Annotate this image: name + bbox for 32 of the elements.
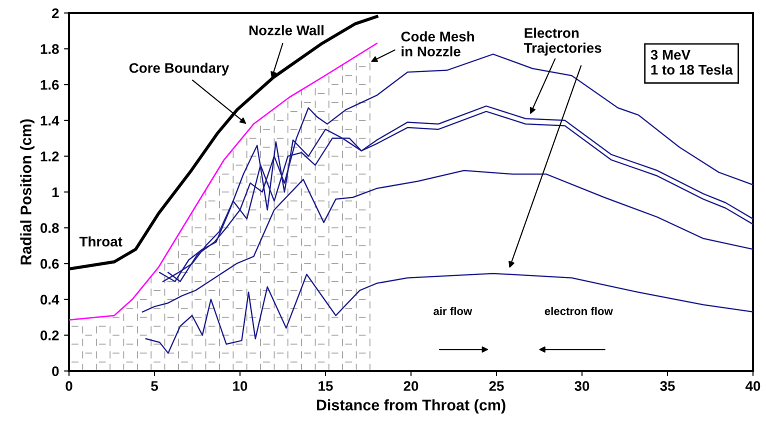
x-tick-label: 5 (151, 381, 158, 391)
y-tick-label: 0.2 (40, 330, 59, 340)
x-tick-label: 0 (66, 381, 72, 391)
y-tick-label: 1.6 (40, 80, 59, 90)
x-tick-label: 15 (318, 381, 333, 391)
y-tick-label: 0.8 (40, 223, 59, 233)
x-axis-title: Distance from Throat (cm) (316, 399, 506, 414)
y-tick-label: 1.2 (40, 152, 59, 162)
y-tick-label: 0 (52, 366, 59, 376)
annotation: air flow (434, 306, 472, 316)
y-tick-label: 0.6 (40, 258, 59, 269)
line-series (69, 42, 378, 321)
x-tick-label: 25 (489, 381, 504, 391)
x-tick-label: 35 (660, 381, 675, 391)
y-tick-label: 0.4 (40, 294, 60, 305)
annotation: Core Boundary (129, 62, 230, 76)
y-tick-label: 2 (52, 8, 59, 18)
y-axis-title: Radial Position (cm) (20, 119, 34, 264)
x-tick-label: 20 (404, 381, 418, 391)
annotation: Code Mesh in Nozzle (401, 31, 474, 56)
y-tick-label: 1 (52, 187, 59, 198)
annotation: Electron Trajectories (524, 28, 602, 56)
x-tick-label: 30 (574, 381, 590, 391)
annotation: 3 MeV 1 to 18 Tesla (650, 50, 733, 75)
y-tick-label: 1.8 (40, 44, 59, 54)
annotation: Nozzle Wall (249, 25, 324, 36)
annotation: electron flow (544, 306, 613, 316)
y-tick-label: 1.4 (40, 116, 60, 126)
annotation: Throat (79, 236, 122, 247)
x-tick-label: 10 (233, 381, 248, 391)
x-tick-label: 40 (745, 381, 760, 391)
line-series (145, 272, 753, 354)
